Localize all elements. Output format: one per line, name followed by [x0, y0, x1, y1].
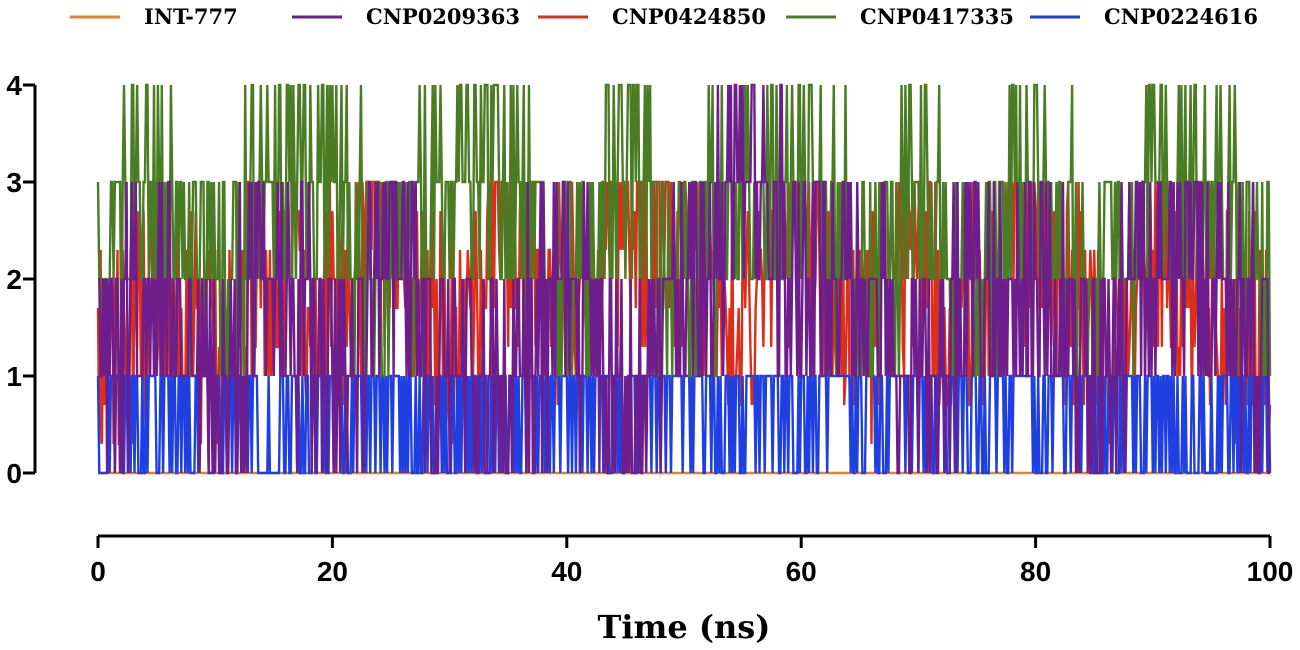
y-tick-label: 0	[6, 458, 22, 489]
legend-label-cnp0424850: CNP0424850	[612, 4, 766, 29]
y-tick-label: 2	[6, 264, 22, 295]
y-tick-label: 4	[6, 70, 22, 101]
x-tick-label: 40	[551, 556, 582, 587]
legend-label-cnp0417335: CNP0417335	[860, 4, 1014, 29]
x-tick-label: 20	[317, 556, 348, 587]
plot-area	[96, 83, 1272, 475]
legend: INT-777 CNP0209363 CNP0424850 CNP0417335 CNP…	[70, 4, 1258, 29]
x-tick-label: 80	[1020, 556, 1051, 587]
x-axis: 0 20 40 60 80 100	[90, 534, 1294, 587]
x-tick-label: 0	[90, 556, 106, 587]
legend-label-cnp0209363: CNP0209363	[366, 4, 520, 29]
series-line-cnp0209363	[98, 83, 1270, 475]
y-tick-label: 3	[6, 167, 22, 198]
x-tick-label: 60	[786, 556, 817, 587]
y-tick-label: 1	[6, 361, 22, 392]
x-tick-label: 100	[1247, 556, 1294, 587]
x-axis-title: Time (ns)	[598, 608, 771, 646]
legend-label-cnp0224616: CNP0224616	[1104, 4, 1258, 29]
legend-label-int-777: INT-777	[144, 4, 238, 29]
y-axis: 0 1 2 3 4	[6, 70, 37, 489]
